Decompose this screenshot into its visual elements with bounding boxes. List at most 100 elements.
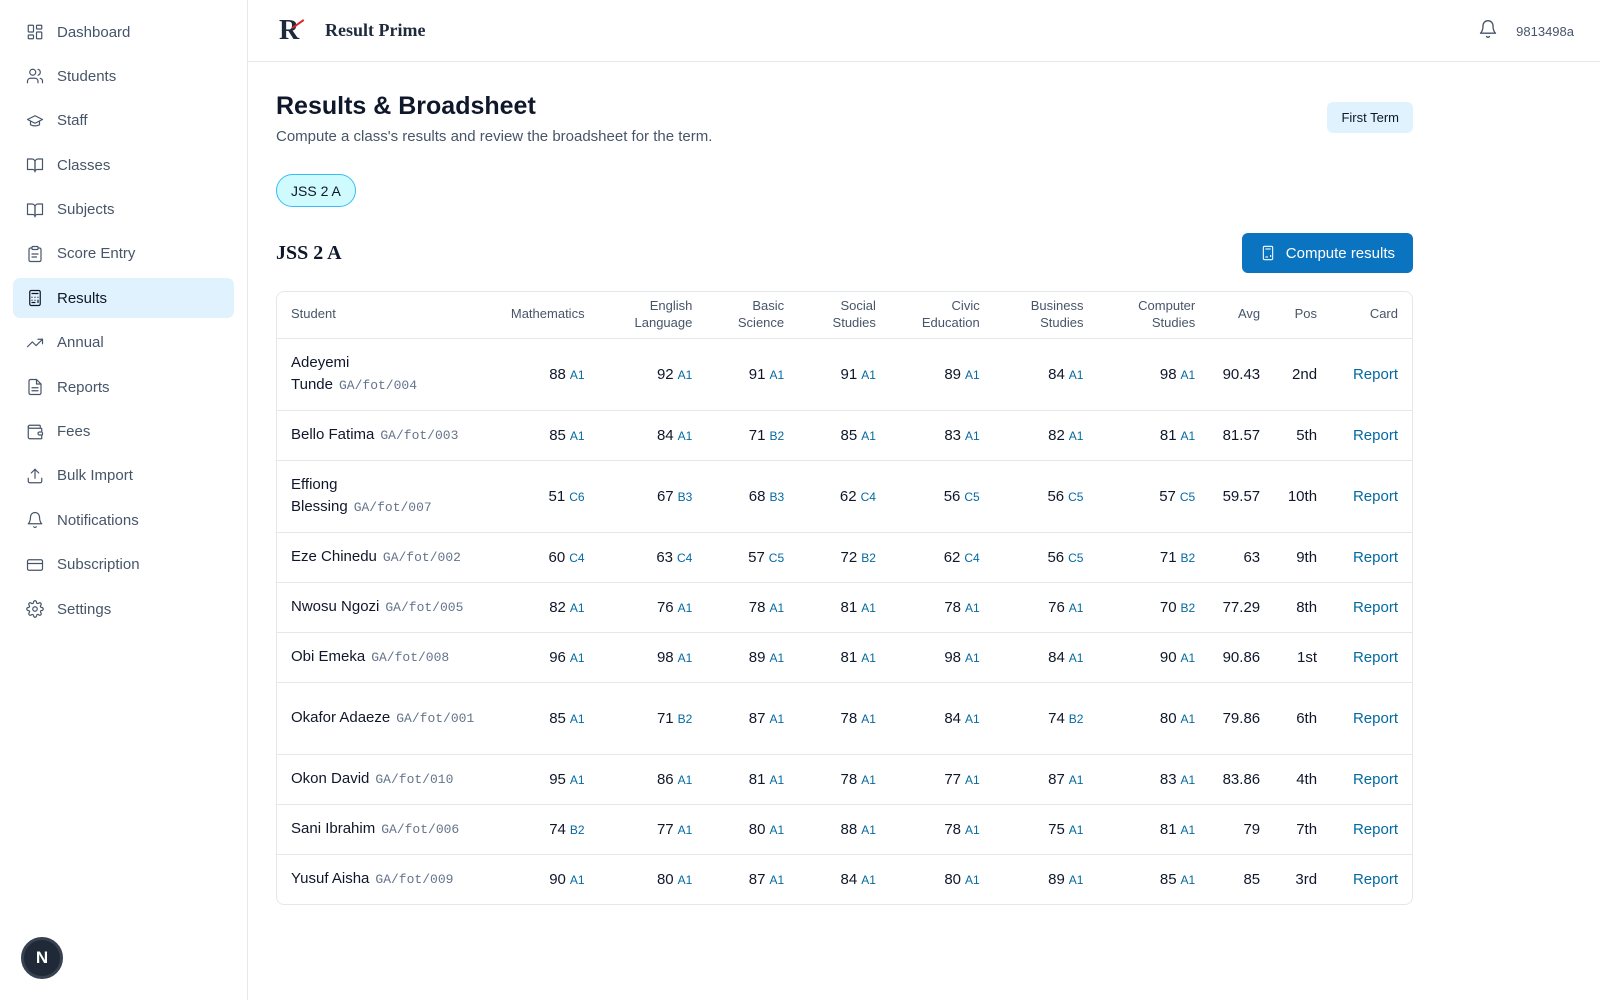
score-value: 70 — [1159, 598, 1177, 616]
sidebar-item-fees[interactable]: Fees — [13, 412, 234, 452]
score-value: 57 — [748, 548, 765, 566]
pos-cell: 8th — [1267, 582, 1325, 633]
sidebar-item-notifications[interactable]: Notifications — [13, 500, 234, 540]
sidebar-item-dashboard[interactable]: Dashboard — [13, 12, 234, 52]
trending-up-icon — [26, 334, 44, 352]
sidebar-item-annual[interactable]: Annual — [13, 323, 234, 363]
avg-cell: 90.43 — [1202, 338, 1268, 411]
score-cell: 76 A1 — [986, 582, 1091, 633]
grade-badge: C5 — [768, 550, 785, 565]
score-cell: 89 A1 — [987, 854, 1091, 904]
table-row: Nwosu Ngozi GA/fot/005 82 A1 76 A1 78 A1 81 A1 78 A… — [277, 582, 1412, 633]
avg-cell: 79.86 — [1202, 682, 1268, 755]
grade-badge: A1 — [677, 772, 693, 787]
pos-cell: 10th — [1267, 460, 1325, 533]
report-link[interactable]: Report — [1352, 870, 1398, 888]
score-value: 71 — [656, 709, 674, 727]
score-cell: 82 A1 — [986, 410, 1091, 461]
grade-badge: A1 — [677, 367, 693, 382]
bell-icon[interactable] — [1478, 19, 1498, 44]
report-link[interactable]: Report — [1324, 338, 1412, 411]
broadsheet-table: Student Mathematics English Language Basic Sc… — [276, 291, 1413, 905]
score-value: 60 — [548, 548, 566, 566]
n-badge-button[interactable]: N — [21, 937, 63, 979]
grade-badge: A1 — [769, 367, 785, 382]
grade-badge: A1 — [1068, 600, 1084, 615]
sidebar-item-classes[interactable]: Classes — [13, 145, 234, 185]
page-title: Results & Broadsheet — [276, 92, 536, 120]
sidebar-item-reports[interactable]: Reports — [13, 367, 234, 407]
credit-card-icon — [26, 556, 44, 574]
student-name: Yusuf Aisha — [291, 869, 370, 887]
bell-icon — [26, 511, 44, 529]
sidebar-item-score-entry[interactable]: Score Entry — [13, 234, 234, 274]
grade-badge: A1 — [1068, 367, 1084, 382]
score-value: 78 — [748, 598, 766, 616]
student-name: Okafor Adaeze — [291, 708, 391, 726]
score-value: 83 — [1159, 770, 1177, 788]
grade-badge: A1 — [861, 650, 876, 665]
student-cell: Okon David GA/fot/010 — [277, 754, 485, 805]
score-cell: 83 A1 — [1090, 754, 1203, 805]
grade-badge: B2 — [1180, 550, 1196, 565]
grade-badge: A1 — [1180, 367, 1196, 382]
user-id[interactable]: 9813498a — [1516, 23, 1574, 39]
table-row: Sani Ibrahim GA/fot/006 74 B2 77 A1 80 A1 88 A1 78… — [277, 804, 1412, 855]
table-row: Effiong Blessing GA/fot/007 51 C6 67 B3 68 B3 62… — [277, 460, 1412, 533]
score-value: 85 — [549, 709, 566, 727]
report-link[interactable]: Report — [1324, 632, 1412, 683]
class-chip[interactable]: JSS 2 A — [276, 174, 356, 207]
score-value: 88 — [549, 365, 566, 383]
score-value: 90 — [549, 870, 566, 888]
score-cell: 81 A1 — [699, 754, 792, 805]
score-value: 81 — [840, 598, 858, 616]
report-link[interactable]: Report — [1324, 582, 1412, 633]
score-value: 62 — [839, 487, 857, 505]
file-text-icon — [26, 378, 44, 396]
score-cell: 86 A1 — [591, 754, 700, 805]
score-value: 84 — [840, 870, 858, 888]
grade-badge: A1 — [569, 772, 585, 787]
grade-badge: A1 — [965, 872, 980, 887]
score-value: 82 — [1048, 426, 1065, 444]
student-id: GA/fot/003 — [380, 427, 459, 443]
student-id: GA/fot/005 — [385, 599, 464, 615]
report-link[interactable]: Report — [1324, 532, 1412, 583]
student-id: GA/fot/009 — [375, 871, 454, 887]
compute-results-button[interactable]: Compute results — [1241, 233, 1413, 273]
score-value: 56 — [1047, 548, 1065, 566]
sidebar-item-label: Results — [57, 289, 108, 307]
report-link[interactable]: Report — [1324, 460, 1412, 533]
column-header-pos: Pos — [1267, 292, 1325, 339]
sidebar-item-results[interactable]: Results — [13, 278, 234, 319]
student-cell: Effiong Blessing GA/fot/007 — [277, 460, 485, 533]
score-cell: 67 B3 — [591, 460, 700, 533]
score-value: 80 — [748, 820, 766, 838]
sidebar-item-settings[interactable]: Settings — [13, 589, 234, 629]
report-link[interactable]: Report — [1324, 682, 1412, 755]
grade-badge: A1 — [569, 600, 585, 615]
score-cell: 51 C6 — [484, 460, 592, 533]
sidebar-item-staff[interactable]: Staff — [13, 101, 234, 141]
sidebar-item-subscription[interactable]: Subscription — [13, 545, 234, 585]
score-value: 92 — [656, 365, 674, 383]
score-cell: 90 A1 — [1090, 632, 1203, 683]
sidebar-item-students[interactable]: Students — [13, 56, 234, 96]
grade-badge: A1 — [1180, 711, 1196, 726]
column-header-subject: Business Studies — [986, 292, 1091, 339]
score-value: 85 — [840, 426, 858, 444]
pos-cell: 9th — [1267, 532, 1325, 583]
score-value: 90 — [1159, 648, 1177, 666]
report-link[interactable]: Report — [1324, 804, 1412, 855]
sidebar-item-label: Notifications — [57, 511, 139, 529]
score-cell: 91 A1 — [791, 338, 883, 411]
grade-badge: A1 — [769, 772, 785, 787]
report-link[interactable]: Report — [1324, 754, 1412, 805]
sidebar-item-bulk-import[interactable]: Bulk Import — [13, 456, 234, 496]
sidebar-item-subjects[interactable]: Subjects — [13, 190, 234, 230]
score-value: 85 — [1159, 870, 1177, 888]
sidebar: Dashboard Students Staff Classes Subjects Sco… — [0, 0, 248, 1000]
avg-cell: 90.86 — [1202, 632, 1268, 683]
pos-cell: 6th — [1267, 682, 1325, 755]
report-link[interactable]: Report — [1324, 410, 1412, 461]
